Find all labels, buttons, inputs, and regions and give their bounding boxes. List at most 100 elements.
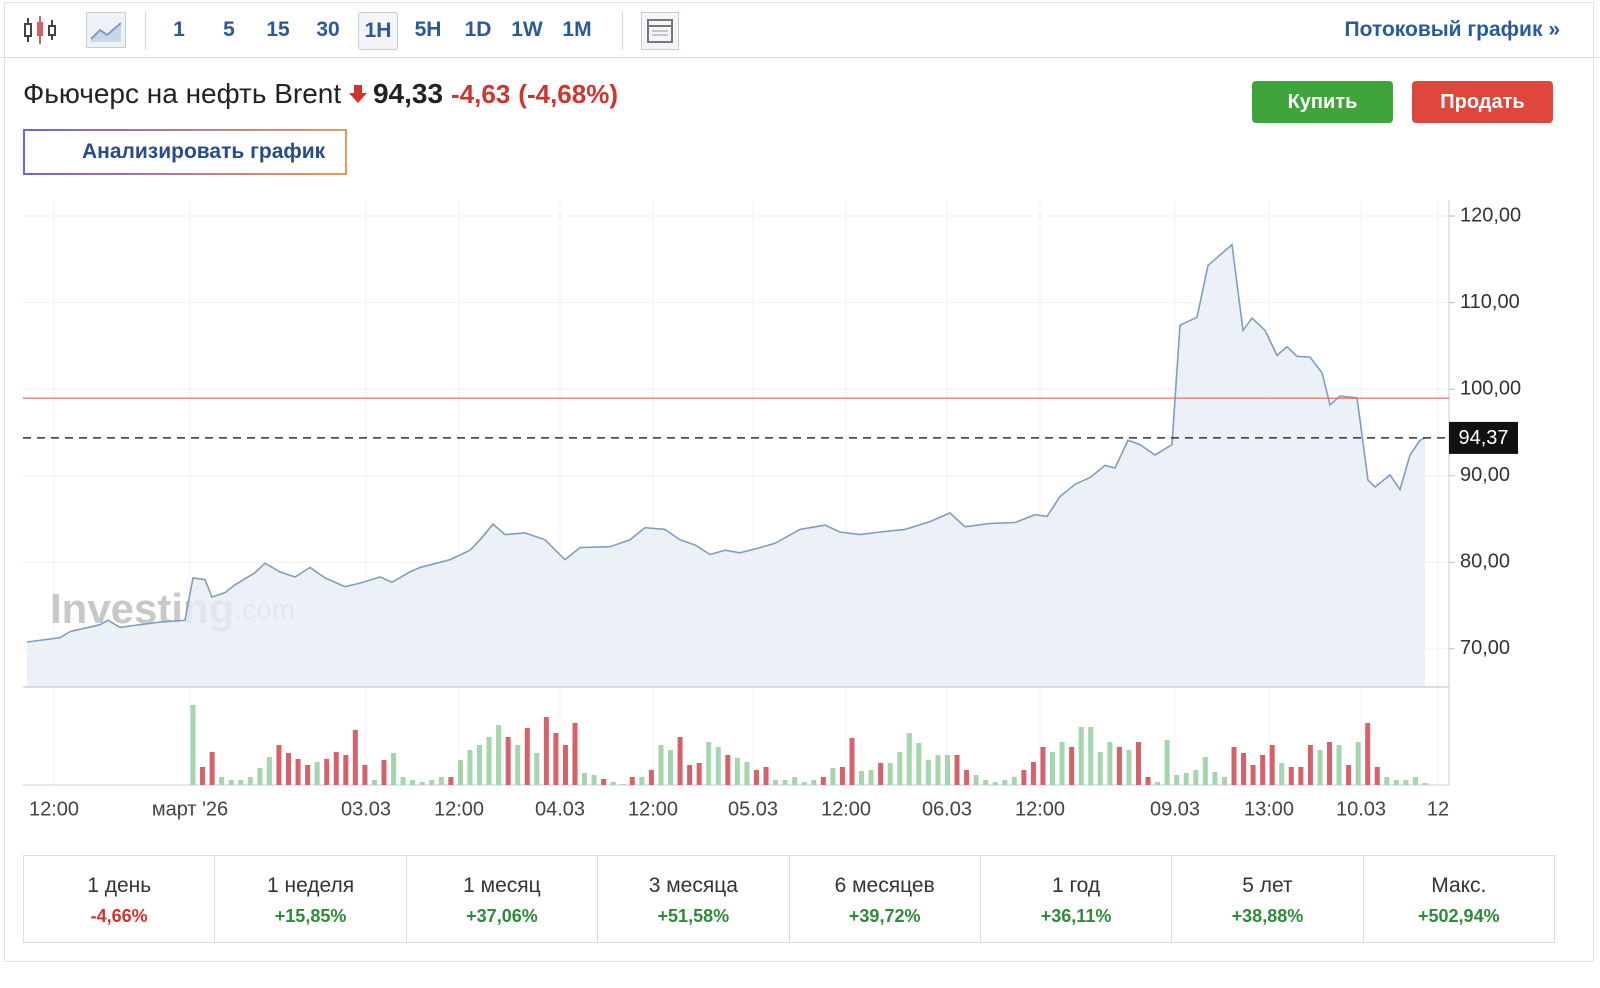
period-change: +37,06% [466,906,538,926]
x-tick-label: 04.03 [535,798,585,820]
volume-bar [534,753,540,785]
interval-button[interactable]: 1H [358,12,398,50]
volume-bar [677,737,683,785]
change-pct: (-4,68%) [518,79,618,109]
period-label: 6 месяцев [834,874,935,897]
period-label: 1 неделя [266,874,355,897]
x-tick-label: 12:00 [628,798,678,820]
volume-bar [419,782,425,785]
period-label: 5 лет [1242,874,1293,897]
volume-bar [1097,752,1103,785]
volume-bar [1393,780,1399,785]
y-tick-label: 80,00 [1460,551,1510,573]
volume-bar [668,750,674,785]
volume-bar [324,759,330,785]
period-cell[interactable]: 1 день -4,66% [24,856,214,942]
volume-bar [524,728,530,785]
volume-bar [734,758,740,785]
period-cell[interactable]: Макс. +502,94% [1362,856,1554,942]
volume-bar [801,782,807,785]
current-price-label: 94,37 [1458,427,1508,449]
volume-bar [209,752,215,785]
volume-bar [687,765,693,785]
volume-bar [438,777,444,785]
volume-bar [820,777,826,785]
volume-bar [1030,762,1036,785]
volume-bar [725,755,731,785]
volume-bar [744,762,750,785]
volume-bar [1069,747,1075,785]
volume-bar [1288,767,1294,785]
volume-bar [1021,770,1027,785]
analyze-button[interactable]: Анализировать график [23,129,347,175]
interval-button[interactable]: 1M [562,18,592,41]
interval-button[interactable]: 5 [223,18,235,41]
period-cell[interactable]: 5 лет +38,88% [1171,856,1362,942]
interval-button[interactable]: 5H [414,18,442,41]
volume-bar [1107,742,1113,785]
volume-bar [362,765,368,785]
period-cell[interactable]: 6 месяцев +39,72% [788,856,980,942]
volume-bar [983,780,989,785]
volume-bar [1059,742,1065,785]
y-tick-label: 90,00 [1460,464,1510,486]
volume-bar [543,717,549,785]
interval-button[interactable]: 1W [511,18,543,41]
volume-bar [916,743,922,785]
volume-bar [878,763,884,785]
stream-link[interactable]: Потоковый график » [1344,18,1560,41]
volume-bar [1241,753,1247,785]
candles-icon[interactable] [22,14,58,46]
volume-bar [257,768,263,785]
volume-bar [477,745,483,785]
volume-bar [467,750,473,785]
instrument-name: Фьючерс на нефть Brent [23,78,342,109]
sell-button[interactable]: Продать [1412,81,1553,123]
volume-bar [1346,765,1352,785]
volume-bar [190,705,196,785]
volume-bar [658,745,664,785]
volume-bar [266,757,272,785]
interval-button[interactable]: 1 [173,18,185,41]
volume-bar [1212,772,1218,785]
volume-bar [1145,777,1151,785]
interval-button[interactable]: 1D [464,18,492,41]
volume-bar [553,733,559,785]
volume-bar [1040,747,1046,785]
period-cell[interactable]: 3 месяца +51,58% [597,856,788,942]
volume-bar [314,762,320,785]
volume-bar [696,763,702,785]
volume-bar [200,767,206,785]
volume-bar [763,767,769,785]
period-label: 3 месяца [648,874,738,897]
volume-bar [992,782,998,785]
volume-bar [228,780,234,785]
period-change: +15,85% [274,906,347,926]
interval-button[interactable]: 30 [316,18,340,41]
period-cell[interactable]: 1 год +36,11% [979,856,1171,942]
volume-bar [1384,777,1390,785]
volume-bar [1050,752,1056,785]
volume-bar [973,775,979,785]
volume-bar [371,780,377,785]
period-cell[interactable]: 1 месяц +37,06% [405,856,597,942]
area-icon[interactable] [86,12,126,48]
volume-bar [582,773,588,785]
price: 94,33 [372,78,444,109]
buy-button[interactable]: Купить [1252,81,1393,123]
interval-button[interactable]: 15 [266,18,290,41]
volume-bar [1231,747,1237,785]
volume-bar [1412,777,1418,785]
volume-bar [1336,745,1342,785]
x-tick-label: март '26 [152,798,228,820]
volume-bar [944,755,950,785]
x-tick-label: 03.03 [341,798,391,820]
x-tick-label: 09.03 [1150,798,1200,820]
volume-bar [515,745,521,785]
volume-bar [964,770,970,785]
separator [622,12,623,50]
y-tick-label: 110,00 [1460,291,1520,313]
period-cell[interactable]: 1 неделя +15,85% [214,856,405,942]
layout-icon[interactable] [641,12,679,50]
